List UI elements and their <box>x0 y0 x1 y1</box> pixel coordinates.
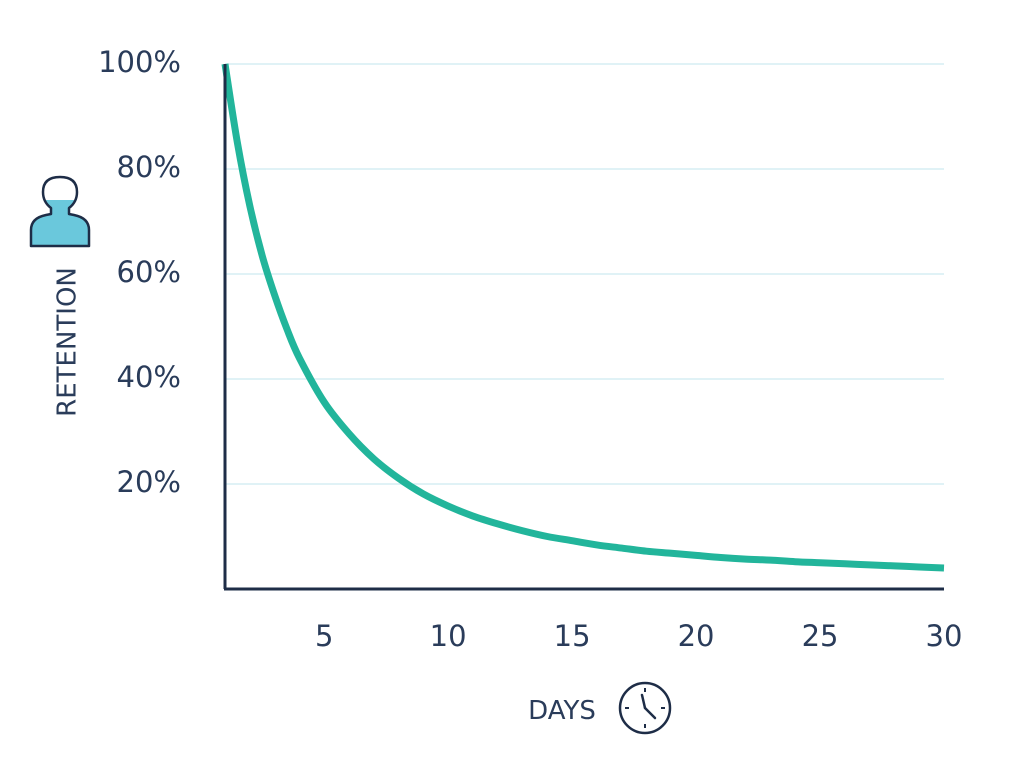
y-tick-label: 20% <box>117 465 181 499</box>
x-tick-label: 15 <box>554 619 591 653</box>
x-tick-label: 25 <box>802 619 839 653</box>
clock-icon <box>618 681 672 735</box>
x-tick-label: 20 <box>678 619 715 653</box>
x-tick-label: 5 <box>315 619 333 653</box>
y-axis-title: RETENTION <box>53 267 83 417</box>
y-tick-label: 100% <box>98 45 181 79</box>
series-group <box>221 63 945 572</box>
grid-lines <box>225 63 944 485</box>
x-tick-label: 10 <box>430 619 467 653</box>
y-tick-label: 80% <box>117 150 181 184</box>
x-axis-title: DAYS <box>528 696 596 726</box>
y-tick-label: 40% <box>117 360 181 394</box>
x-tick-labels: 5 10 15 20 25 30 <box>315 619 963 653</box>
person-icon <box>29 175 91 248</box>
y-tick-label: 60% <box>117 255 181 289</box>
y-tick-labels: 20% 40% 60% 80% 100% <box>98 45 181 499</box>
x-tick-label: 30 <box>926 619 963 653</box>
retention-curve <box>221 63 945 572</box>
